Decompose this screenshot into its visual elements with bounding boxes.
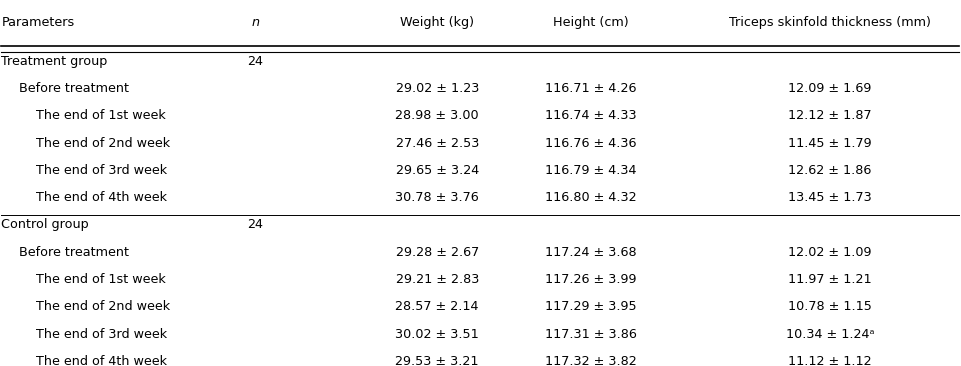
Text: 117.24 ± 3.68: 117.24 ± 3.68 bbox=[545, 246, 636, 259]
Text: The end of 2nd week: The end of 2nd week bbox=[36, 300, 170, 313]
Text: 13.45 ± 1.73: 13.45 ± 1.73 bbox=[788, 191, 872, 204]
Text: 29.28 ± 2.67: 29.28 ± 2.67 bbox=[396, 246, 479, 259]
Text: 29.65 ± 3.24: 29.65 ± 3.24 bbox=[396, 164, 479, 177]
Text: Triceps skinfold thickness (mm): Triceps skinfold thickness (mm) bbox=[729, 16, 931, 29]
Text: The end of 4th week: The end of 4th week bbox=[36, 355, 167, 366]
Text: 11.12 ± 1.12: 11.12 ± 1.12 bbox=[788, 355, 872, 366]
Text: 12.62 ± 1.86: 12.62 ± 1.86 bbox=[788, 164, 872, 177]
Text: 116.80 ± 4.32: 116.80 ± 4.32 bbox=[545, 191, 636, 204]
Text: 10.78 ± 1.15: 10.78 ± 1.15 bbox=[788, 300, 872, 313]
Text: The end of 3rd week: The end of 3rd week bbox=[36, 164, 167, 177]
Text: 29.02 ± 1.23: 29.02 ± 1.23 bbox=[396, 82, 479, 95]
Text: 12.02 ± 1.09: 12.02 ± 1.09 bbox=[788, 246, 872, 259]
Text: 29.21 ± 2.83: 29.21 ± 2.83 bbox=[396, 273, 479, 286]
Text: n: n bbox=[251, 16, 259, 29]
Text: 10.34 ± 1.24ᵃ: 10.34 ± 1.24ᵃ bbox=[786, 328, 875, 340]
Text: The end of 2nd week: The end of 2nd week bbox=[36, 137, 170, 150]
Text: Before treatment: Before treatment bbox=[18, 82, 129, 95]
Text: 117.32 ± 3.82: 117.32 ± 3.82 bbox=[545, 355, 636, 366]
Text: Height (cm): Height (cm) bbox=[553, 16, 628, 29]
Text: Weight (kg): Weight (kg) bbox=[400, 16, 474, 29]
Text: 29.53 ± 3.21: 29.53 ± 3.21 bbox=[395, 355, 479, 366]
Text: 11.45 ± 1.79: 11.45 ± 1.79 bbox=[788, 137, 872, 150]
Text: 28.98 ± 3.00: 28.98 ± 3.00 bbox=[395, 109, 479, 123]
Text: The end of 1st week: The end of 1st week bbox=[36, 109, 165, 123]
Text: 30.78 ± 3.76: 30.78 ± 3.76 bbox=[395, 191, 480, 204]
Text: 12.12 ± 1.87: 12.12 ± 1.87 bbox=[788, 109, 872, 123]
Text: 28.57 ± 2.14: 28.57 ± 2.14 bbox=[395, 300, 479, 313]
Text: 11.97 ± 1.21: 11.97 ± 1.21 bbox=[788, 273, 872, 286]
Text: The end of 1st week: The end of 1st week bbox=[36, 273, 165, 286]
Text: 116.79 ± 4.34: 116.79 ± 4.34 bbox=[545, 164, 636, 177]
Text: Before treatment: Before treatment bbox=[18, 246, 129, 259]
Text: The end of 3rd week: The end of 3rd week bbox=[36, 328, 167, 340]
Text: 116.76 ± 4.36: 116.76 ± 4.36 bbox=[545, 137, 636, 150]
Text: 116.74 ± 4.33: 116.74 ± 4.33 bbox=[545, 109, 636, 123]
Text: 27.46 ± 2.53: 27.46 ± 2.53 bbox=[396, 137, 479, 150]
Text: The end of 4th week: The end of 4th week bbox=[36, 191, 167, 204]
Text: 117.29 ± 3.95: 117.29 ± 3.95 bbox=[545, 300, 636, 313]
Text: 12.09 ± 1.69: 12.09 ± 1.69 bbox=[788, 82, 872, 95]
Text: 30.02 ± 3.51: 30.02 ± 3.51 bbox=[395, 328, 480, 340]
Text: 117.31 ± 3.86: 117.31 ± 3.86 bbox=[545, 328, 636, 340]
Text: 116.71 ± 4.26: 116.71 ± 4.26 bbox=[545, 82, 636, 95]
Text: 117.26 ± 3.99: 117.26 ± 3.99 bbox=[545, 273, 636, 286]
Text: 24: 24 bbox=[247, 219, 263, 231]
Text: Parameters: Parameters bbox=[1, 16, 75, 29]
Text: Treatment group: Treatment group bbox=[1, 55, 108, 68]
Text: Control group: Control group bbox=[1, 219, 89, 231]
Text: 24: 24 bbox=[247, 55, 263, 68]
